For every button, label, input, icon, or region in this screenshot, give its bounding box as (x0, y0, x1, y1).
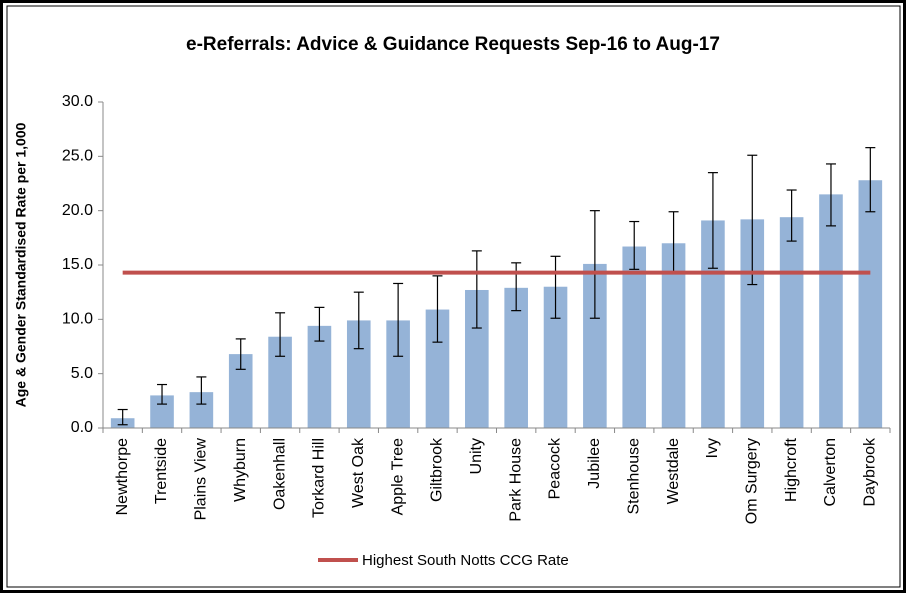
x-tick-label: Whyburn (232, 438, 249, 502)
bar (386, 320, 410, 428)
y-tick-label: 10.0 (62, 311, 93, 328)
y-tick-label: 0.0 (71, 419, 93, 436)
x-tick-label: Om Surgery (743, 438, 760, 524)
bar (425, 309, 450, 428)
bar (858, 180, 883, 428)
legend-label: Highest South Notts CCG Rate (362, 552, 569, 569)
bar (622, 246, 647, 428)
x-tick-label: Highcroft (783, 437, 800, 502)
x-tick-label: Ivy (704, 438, 721, 458)
bar (504, 287, 528, 428)
x-tick-label: Torkard Hill (311, 438, 328, 518)
bar (819, 194, 843, 428)
x-tick-label: Park House (507, 438, 524, 522)
bar (465, 289, 489, 428)
x-tick-label: Jubilee (586, 438, 603, 489)
bar (189, 392, 214, 428)
x-tick-label: Daybrook (862, 437, 879, 506)
x-tick-label: Giltbrook (429, 437, 446, 502)
inner-frame (6, 5, 901, 588)
y-tick-label: 25.0 (62, 148, 93, 165)
bar (150, 395, 174, 428)
x-tick-label: Stenhouse (625, 438, 642, 515)
x-tick-label: Newthorpe (114, 438, 131, 515)
x-tick-label: West Oak (350, 437, 367, 508)
bar (543, 286, 568, 428)
x-tick-label: Trentside (153, 438, 170, 504)
bar (228, 354, 253, 428)
y-axis-title: Age & Gender Standardised Rate per 1,000 (13, 122, 29, 407)
y-tick-label: 15.0 (62, 256, 93, 273)
x-tick-label: Oakenhall (271, 438, 288, 510)
bar (346, 320, 371, 428)
bar (583, 263, 607, 428)
x-tick-label: Plains View (193, 438, 210, 521)
y-tick-label: 5.0 (71, 365, 93, 382)
bar (661, 243, 686, 428)
bar (307, 325, 332, 428)
bar (779, 217, 804, 428)
x-tick-label: Apple Tree (389, 438, 406, 515)
chart-title: e-Referrals: Advice & Guidance Requests … (186, 34, 720, 55)
y-tick-label: 30.0 (62, 93, 93, 110)
x-tick-label: Calverton (822, 438, 839, 506)
bar (268, 336, 292, 428)
x-tick-label: Unity (468, 438, 485, 474)
y-tick-label: 20.0 (62, 202, 93, 219)
x-tick-label: Westdale (665, 438, 682, 505)
x-tick-label: Peacock (547, 437, 564, 499)
